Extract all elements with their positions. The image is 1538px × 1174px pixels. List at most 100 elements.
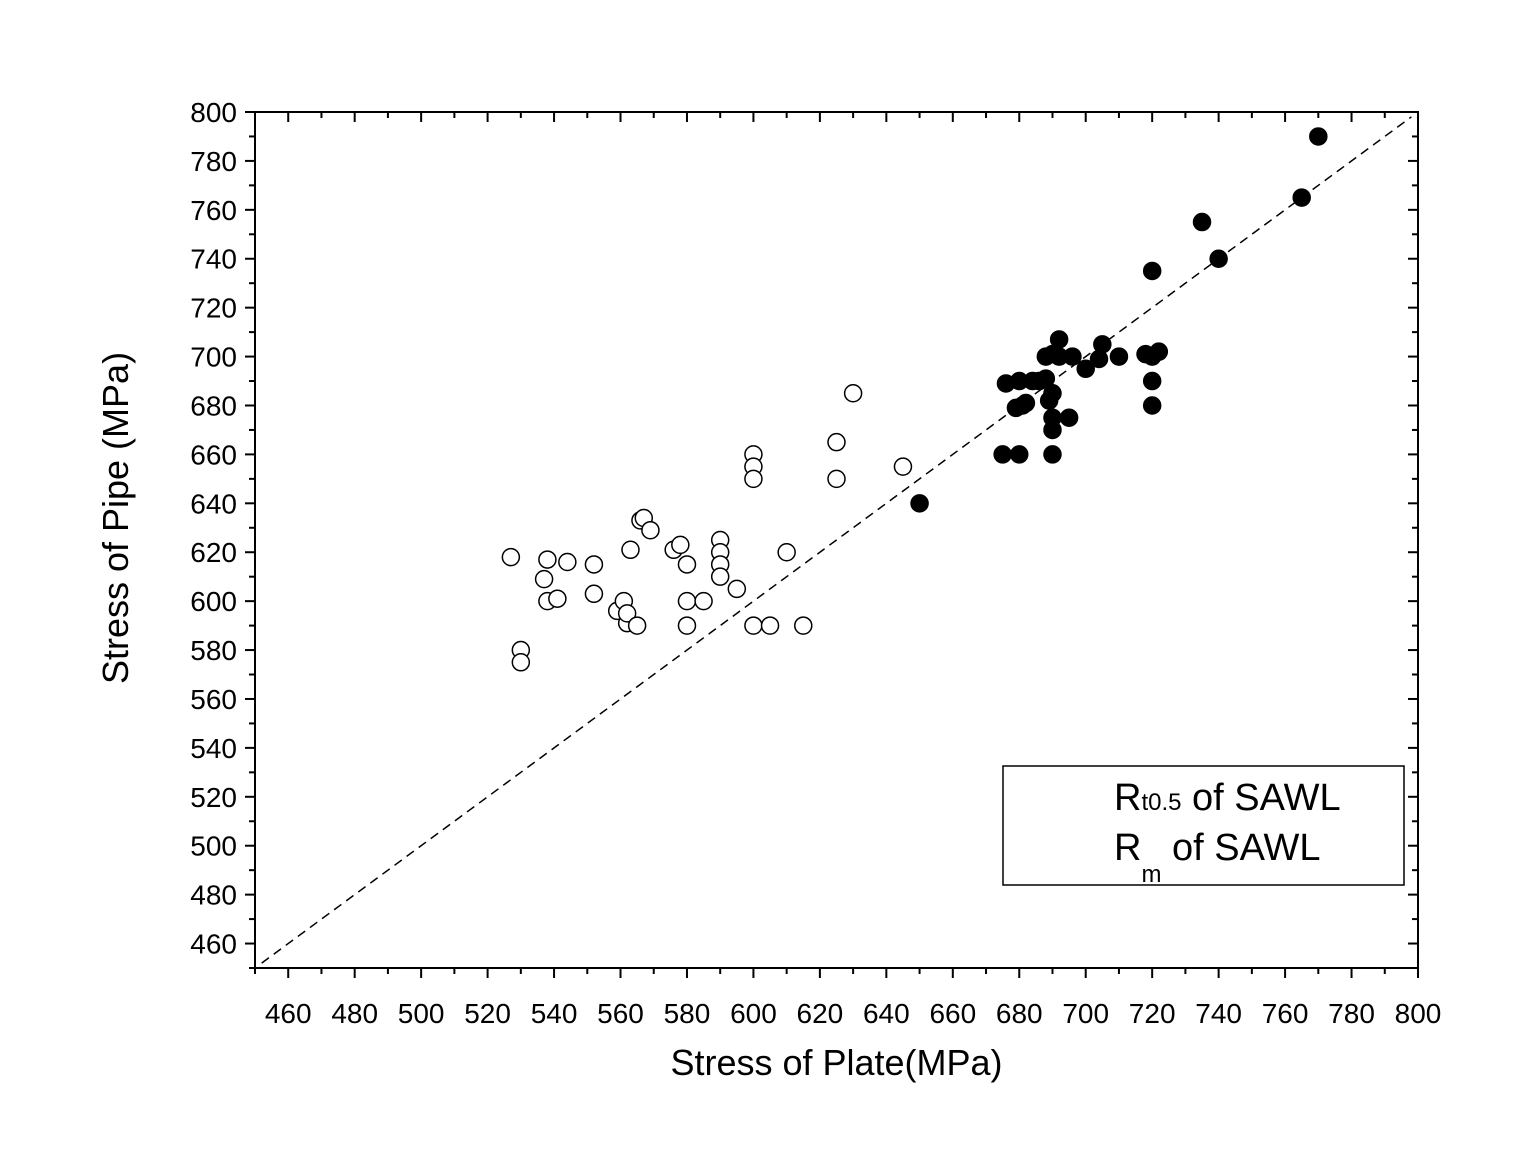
y-tick-label: 700 (190, 342, 237, 373)
open-data-point (511, 653, 531, 672)
filled-data-point (1043, 420, 1062, 440)
legend-marker-1 (1058, 838, 1078, 858)
open-data-point (677, 591, 697, 611)
y-tick-label: 640 (190, 488, 237, 519)
filled-data-point (1010, 445, 1029, 464)
y-tick-label: 660 (190, 439, 237, 470)
open-data-point (777, 542, 796, 562)
open-data-point (760, 616, 780, 635)
y-tick-label: 680 (190, 390, 237, 421)
axis-ticks: 460 480 500 520 540 560 580 600 620 640 660 680 700 7… (190, 97, 1441, 1029)
filled-data-point (1049, 330, 1069, 349)
filled-data-point (1292, 188, 1311, 207)
y-tick-label: 740 (190, 244, 237, 275)
filled-data-point (1309, 127, 1328, 146)
x-tick-label: 720 (1129, 998, 1176, 1029)
open-data-point (827, 432, 846, 452)
open-data-point (558, 552, 577, 572)
series-0-points (501, 384, 913, 672)
y-tick-label: 760 (190, 195, 237, 226)
x-tick-label: 660 (929, 998, 976, 1029)
x-tick-label: 760 (1262, 998, 1309, 1029)
open-data-point (501, 547, 521, 567)
x-tick-label: 680 (996, 998, 1043, 1029)
filled-data-point (1016, 393, 1036, 413)
open-data-point (584, 584, 604, 604)
filled-data-point (1043, 384, 1062, 403)
filled-data-point (1142, 261, 1162, 281)
x-tick-label: 620 (797, 998, 844, 1029)
filled-data-point (1142, 396, 1162, 415)
x-tick-label: 640 (863, 998, 910, 1029)
open-data-point (538, 550, 557, 569)
open-data-point (677, 616, 697, 635)
open-data-point (794, 616, 813, 635)
data-points (501, 127, 1328, 672)
open-data-point (548, 589, 567, 608)
open-data-point (727, 579, 747, 599)
filled-data-point (993, 445, 1012, 464)
y-tick-label: 500 (190, 831, 237, 862)
x-axis-title: Stress of Plate(MPa) (670, 1042, 1002, 1083)
x-tick-label: 780 (1328, 998, 1375, 1029)
y-tick-label: 600 (190, 586, 237, 617)
filled-data-point (1192, 212, 1212, 232)
y-tick-label: 720 (190, 293, 237, 324)
open-data-point (677, 555, 697, 574)
x-tick-label: 600 (730, 998, 777, 1029)
x-tick-label: 740 (1195, 998, 1242, 1029)
y-tick-label: 580 (190, 635, 237, 666)
x-tick-label: 520 (464, 998, 511, 1029)
x-tick-label: 500 (398, 998, 445, 1029)
open-data-point (534, 569, 554, 589)
open-data-point (621, 540, 640, 560)
open-data-point (627, 616, 647, 635)
y-tick-label: 560 (190, 684, 237, 715)
filled-data-point (1093, 335, 1112, 354)
legend-label-1: Rm of SAWL (1114, 827, 1321, 888)
legend: Rt0.5 of SAWL Rm of SAWL (1002, 765, 1405, 888)
filled-data-point (1043, 445, 1062, 464)
legend-label-0: Rt0.5 of SAWL (1114, 777, 1341, 819)
x-tick-label: 800 (1395, 998, 1442, 1029)
open-data-point (843, 384, 863, 403)
open-data-point (694, 591, 713, 611)
y-axis-title: Stress of Pipe (MPa) (95, 352, 136, 684)
x-tick-label: 460 (265, 998, 312, 1029)
filled-data-point (1149, 342, 1169, 361)
legend-entries: Rt0.5 of SAWL Rm of SAWL (1058, 777, 1341, 888)
open-data-point (744, 469, 763, 489)
plot-frame (254, 111, 1419, 969)
x-tick-label: 580 (664, 998, 711, 1029)
open-data-point (710, 567, 730, 586)
x-tick-label: 700 (1062, 998, 1109, 1029)
legend-box (1002, 765, 1405, 886)
open-data-point (617, 604, 637, 623)
filled-data-point (1209, 249, 1228, 268)
y-tick-label: 480 (190, 880, 237, 911)
filled-data-point (1142, 371, 1162, 391)
open-data-point (641, 520, 660, 540)
x-tick-label: 560 (597, 998, 644, 1029)
x-tick-label: 480 (331, 998, 378, 1029)
filled-data-point (1109, 347, 1129, 366)
filled-data-point (1059, 408, 1079, 427)
open-data-point (584, 555, 604, 574)
y-tick-label: 800 (190, 97, 237, 128)
open-data-point (893, 457, 913, 476)
y-tick-label: 460 (190, 929, 237, 960)
series-1-points (910, 127, 1328, 513)
y-tick-label: 540 (190, 733, 237, 764)
y-tick-label: 620 (190, 537, 237, 568)
filled-data-point (910, 494, 929, 513)
y-tick-label: 520 (190, 782, 237, 813)
open-data-point (671, 535, 690, 555)
open-data-point (744, 616, 763, 635)
open-data-point (827, 469, 846, 489)
x-tick-label: 540 (531, 998, 578, 1029)
filled-data-point (1076, 359, 1095, 379)
filled-data-point (1063, 347, 1082, 366)
y-tick-label: 780 (190, 146, 237, 177)
